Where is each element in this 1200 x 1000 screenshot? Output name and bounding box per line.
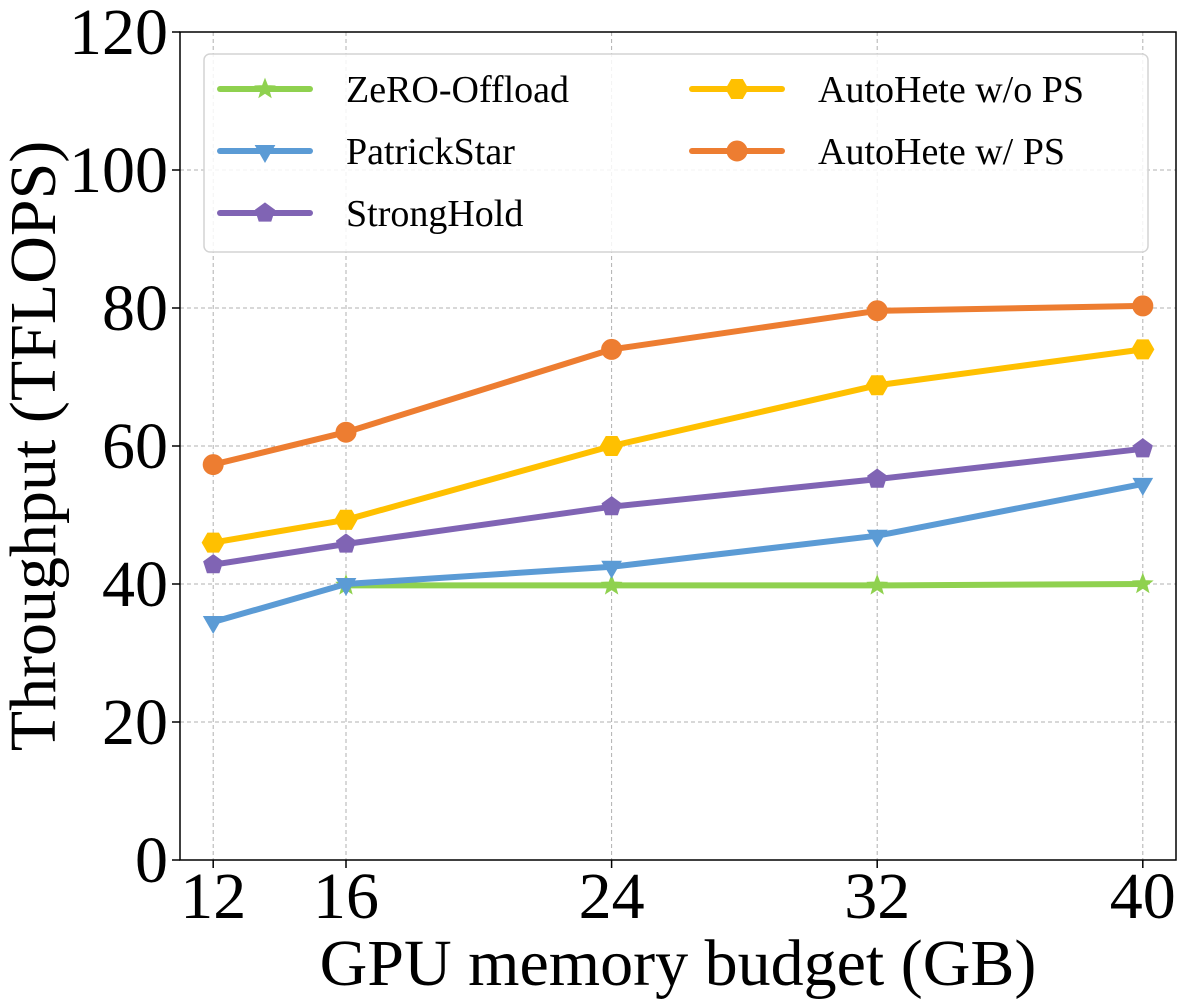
legend: ZeRO-Offload PatrickStar StrongHold AutoHet… bbox=[203, 53, 1149, 253]
data-point bbox=[334, 509, 358, 530]
y-tick-label: 100 bbox=[69, 134, 168, 207]
y-tick-label: 80 bbox=[102, 272, 168, 345]
series-stronghold bbox=[203, 438, 1153, 574]
y-tick-label: 0 bbox=[135, 824, 168, 897]
legend-box bbox=[203, 53, 1149, 253]
y-tick-label: 60 bbox=[102, 410, 168, 483]
legend-label: PatrickStar bbox=[346, 131, 515, 173]
data-point bbox=[866, 573, 889, 595]
legend-item: ZeRO-Offload bbox=[217, 69, 569, 111]
data-point bbox=[335, 421, 357, 443]
legend-item: PatrickStar bbox=[217, 131, 515, 173]
legend-item: AutoHete w/ PS bbox=[689, 131, 1065, 173]
x-tick-label: 12 bbox=[180, 860, 246, 933]
data-point bbox=[867, 468, 888, 488]
legend-label: AutoHete w/ PS bbox=[818, 131, 1065, 173]
legend-marker bbox=[726, 140, 748, 162]
data-point bbox=[1131, 572, 1154, 594]
legend-label: ZeRO-Offload bbox=[346, 69, 569, 111]
data-point bbox=[202, 616, 224, 635]
x-tick-label: 32 bbox=[844, 860, 910, 933]
data-point bbox=[202, 454, 224, 476]
series-patrickstar bbox=[202, 477, 1154, 635]
x-tick-label: 16 bbox=[313, 860, 379, 933]
y-tick-label: 120 bbox=[69, 0, 168, 69]
data-point bbox=[201, 532, 225, 553]
data-point bbox=[601, 560, 622, 579]
x-tick-label: 24 bbox=[579, 860, 645, 933]
data-point bbox=[335, 578, 357, 597]
data-point bbox=[203, 554, 224, 574]
series-line bbox=[210, 302, 1146, 468]
data-point bbox=[600, 436, 624, 456]
legend-marker bbox=[254, 77, 276, 99]
legend-label: AutoHete w/o PS bbox=[818, 69, 1084, 111]
legend-item: StrongHold bbox=[217, 193, 523, 235]
data-point bbox=[600, 573, 623, 595]
data-point bbox=[866, 300, 888, 322]
series-autohete-w-o-ps bbox=[201, 339, 1155, 553]
y-axis-label: Throughput (TFLOPS) bbox=[0, 141, 70, 752]
y-tick-label: 40 bbox=[102, 548, 168, 621]
legend-label: StrongHold bbox=[346, 193, 523, 235]
legend-item: AutoHete w/o PS bbox=[689, 69, 1084, 111]
data-point bbox=[1132, 438, 1153, 458]
data-point bbox=[866, 529, 888, 548]
series-autohete-w-ps bbox=[202, 295, 1154, 476]
data-point bbox=[335, 533, 357, 553]
data-point bbox=[865, 375, 889, 396]
legend-marker bbox=[725, 79, 749, 99]
series-layer bbox=[201, 295, 1155, 635]
data-point bbox=[601, 338, 623, 360]
axis-ticks: 12 16 24 32 40 0 20 40 60 80 100 120 bbox=[69, 0, 1176, 933]
x-tick-label: 40 bbox=[1110, 860, 1176, 933]
legend-marker bbox=[254, 145, 276, 164]
data-point bbox=[1132, 477, 1154, 496]
series-line bbox=[343, 581, 1146, 589]
data-point bbox=[1132, 295, 1154, 317]
legend-marker bbox=[254, 202, 276, 222]
data-point bbox=[601, 496, 622, 516]
y-tick-label: 20 bbox=[102, 686, 168, 759]
data-point bbox=[1131, 339, 1155, 360]
x-axis-label: GPU memory budget (GB) bbox=[320, 927, 1037, 1000]
series-line bbox=[210, 480, 1146, 625]
